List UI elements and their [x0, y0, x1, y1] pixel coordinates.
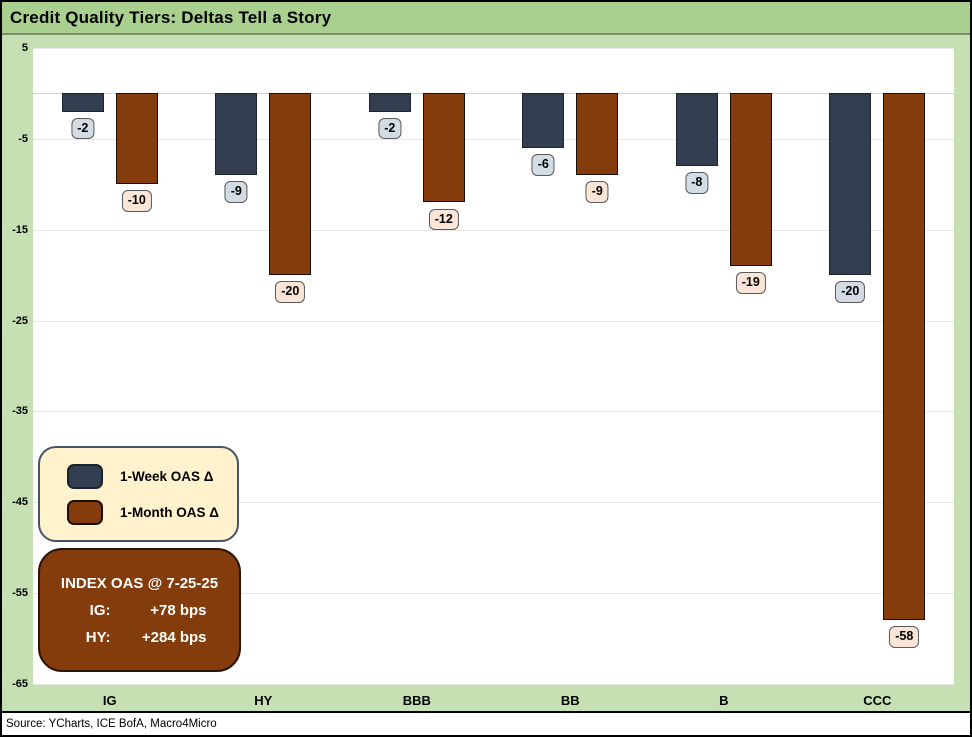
bar-value-label-month-bbb: -12 [428, 208, 459, 231]
bar-value-label-month-ccc: -58 [889, 626, 920, 649]
bar-month-bb [576, 93, 619, 176]
y-tick-label: -25 [12, 314, 28, 327]
index-oas-ig-value: +78 bps [150, 601, 207, 619]
chart-area: -2 -10 -9 -20 -2 -12 -6 -9 -8 -19 -20 -58 5 -5 -15 -25… [2, 35, 970, 711]
index-oas-row-hy: HY: +284 bps [40, 629, 239, 646]
index-oas-hy-value: +284 bps [141, 628, 207, 646]
bar-week-ig [61, 93, 104, 112]
x-axis-label-ig: IG [102, 693, 117, 708]
source-text: Source: YCharts, ICE BofA, Macro4Micro [6, 718, 217, 730]
y-tick-label: -15 [12, 223, 28, 236]
bar-month-bbb [422, 93, 465, 203]
legend: 1-Week OAS Δ 1-Month OAS Δ [38, 446, 239, 542]
index-oas-row-ig: IG: +78 bps [40, 602, 239, 619]
y-tick-label: -35 [12, 405, 28, 418]
legend-label-month: 1-Month OAS Δ [120, 504, 219, 520]
y-tick-label: -65 [12, 678, 28, 690]
gridline [33, 48, 954, 49]
legend-item-week: 1-Week OAS Δ [67, 463, 237, 489]
bar-value-label-week-ccc: -20 [835, 281, 866, 303]
bar-month-ig [115, 93, 158, 185]
index-oas-title: INDEX OAS @ 7-25-25 [60, 574, 219, 592]
bar-week-bb [522, 93, 565, 148]
y-tick-label: -5 [18, 132, 28, 145]
legend-item-month: 1-Month OAS Δ [67, 499, 237, 525]
gridline [33, 684, 954, 685]
gridline [33, 229, 954, 231]
x-axis-label-bbb: BBB [402, 693, 431, 708]
chart-title: Credit Quality Tiers: Deltas Tell a Stor… [10, 7, 332, 27]
month-series-swatch-icon [67, 499, 103, 525]
y-tick-label: -55 [12, 587, 28, 600]
x-axis-label-b: B [719, 693, 729, 708]
bar-month-hy [269, 93, 312, 276]
index-oas-box: INDEX OAS @ 7-25-25 IG: +78 bps HY: +284… [38, 548, 241, 672]
gridline [33, 411, 954, 413]
bar-value-label-month-b: -19 [735, 272, 766, 294]
chart-title-bar: Credit Quality Tiers: Deltas Tell a Stor… [2, 2, 970, 35]
bar-week-b [675, 93, 718, 167]
bar-value-label-week-b: -8 [685, 172, 709, 194]
bar-value-label-month-hy: -20 [275, 281, 306, 303]
index-oas-hy-label: HY: [85, 628, 111, 646]
bar-value-label-month-bb: -9 [585, 181, 609, 203]
bar-value-label-week-hy: -9 [224, 181, 248, 203]
bar-value-label-week-bbb: -2 [378, 117, 402, 140]
x-axis-label-ccc: CCC [863, 693, 892, 708]
bar-value-label-week-bb: -6 [531, 153, 555, 176]
bar-week-hy [215, 93, 258, 176]
gridline [33, 502, 954, 504]
gridline [33, 138, 954, 140]
source-bar: Source: YCharts, ICE BofA, Macro4Micro [2, 711, 970, 735]
legend-label-week: 1-Week OAS Δ [120, 468, 214, 484]
bar-week-ccc [829, 93, 872, 276]
x-axis-label-hy: HY [254, 693, 273, 708]
bar-value-label-week-ig: -2 [71, 117, 95, 140]
bar-value-label-month-ig: -10 [121, 190, 152, 213]
gridline [33, 320, 954, 322]
bar-week-bbb [368, 93, 411, 112]
bar-month-b [729, 93, 772, 266]
index-oas-ig-label: IG: [89, 601, 111, 619]
x-axis-label-bb: BB [560, 693, 580, 708]
week-series-swatch-icon [67, 463, 103, 489]
gridline [33, 593, 954, 595]
y-tick-label: -45 [12, 496, 28, 509]
zero-axis-line [33, 93, 954, 95]
bar-month-ccc [883, 93, 926, 621]
y-tick-label: 5 [21, 42, 28, 54]
